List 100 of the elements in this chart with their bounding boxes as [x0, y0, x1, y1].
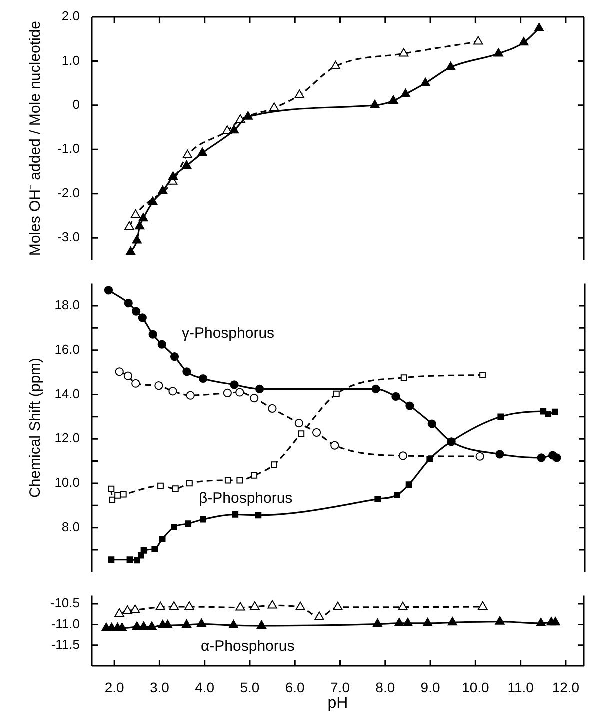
point: [132, 379, 140, 388]
point: [148, 330, 158, 339]
y-tick-label: 16.0: [54, 342, 80, 357]
point: [114, 492, 121, 499]
point: [312, 428, 322, 437]
x-tick-label: 2.0: [104, 679, 125, 696]
point: [186, 391, 195, 400]
point: [135, 221, 145, 230]
point: [552, 408, 558, 416]
point: [198, 374, 208, 384]
x-tick-label: 9.0: [420, 679, 440, 696]
point: [496, 450, 504, 459]
point: [545, 411, 552, 418]
point: [117, 622, 128, 632]
point: [480, 372, 486, 378]
point: [158, 340, 166, 349]
point: [388, 96, 398, 104]
point: [392, 392, 400, 402]
point: [156, 602, 166, 610]
point: [406, 402, 414, 410]
point: [114, 608, 124, 617]
point: [398, 602, 408, 610]
point: [536, 618, 546, 626]
point: [420, 78, 430, 86]
x-tick-label: 5.0: [240, 679, 260, 696]
point: [124, 372, 132, 380]
point: [537, 454, 546, 462]
y-tick-label: -3.0: [58, 230, 80, 245]
point: [400, 88, 411, 98]
point: [398, 452, 408, 460]
x-tick-label: 6.0: [285, 679, 306, 696]
point: [236, 477, 244, 484]
point: [476, 452, 484, 461]
point: [256, 620, 267, 629]
point: [185, 520, 192, 528]
point: [255, 512, 262, 519]
annotation: α-Phosphorus: [201, 638, 295, 656]
point: [372, 384, 380, 394]
point: [196, 618, 207, 628]
point: [494, 48, 504, 57]
point: [138, 314, 147, 322]
point: [229, 125, 240, 134]
point: [230, 380, 239, 390]
point: [184, 601, 194, 610]
point: [294, 90, 304, 98]
point: [108, 556, 115, 563]
point: [251, 472, 258, 479]
point: [140, 547, 148, 554]
point: [294, 419, 304, 428]
point: [224, 477, 232, 484]
point: [182, 368, 192, 376]
y-tick-label: 18.0: [54, 298, 80, 313]
point: [394, 618, 404, 626]
point: [158, 482, 164, 490]
point: [552, 454, 562, 462]
y-tick-label: 8.0: [62, 519, 80, 534]
annotation: γ-Phosphorus: [182, 325, 275, 342]
point: [270, 102, 280, 112]
point: [159, 536, 166, 542]
y-tick-label: 10.0: [54, 475, 80, 490]
y-tick-label: -10.5: [50, 596, 80, 611]
point: [126, 556, 134, 563]
point: [130, 210, 141, 218]
point: [333, 602, 343, 610]
point: [132, 307, 141, 316]
point: [446, 62, 456, 70]
point: [426, 456, 434, 462]
y-axis-title: Chemical Shift (ppm): [27, 358, 44, 498]
x-tick-label: 8.0: [376, 679, 396, 696]
point: [182, 150, 193, 158]
point: [182, 620, 192, 628]
point: [139, 622, 149, 630]
point: [104, 286, 114, 295]
point: [298, 430, 305, 437]
y-tick-label: 2.0: [62, 8, 80, 24]
point: [448, 617, 458, 626]
point: [406, 482, 412, 488]
point: [200, 516, 206, 523]
point: [130, 604, 140, 614]
point: [474, 36, 484, 45]
point: [172, 486, 179, 492]
y-tick-label: 1.0: [62, 52, 80, 68]
point: [124, 299, 133, 308]
point: [171, 524, 178, 530]
point: [108, 486, 115, 492]
point: [428, 420, 436, 428]
point: [182, 160, 192, 170]
point: [148, 196, 158, 206]
point: [271, 462, 278, 468]
point: [399, 48, 409, 57]
point: [168, 172, 178, 180]
point: [138, 213, 148, 222]
x-tick-label: 12.0: [552, 679, 580, 696]
y-tick-label: 14.0: [54, 386, 80, 402]
point: [223, 388, 232, 398]
point: [186, 480, 193, 487]
point: [126, 246, 136, 256]
point: [370, 100, 380, 108]
point: [228, 620, 239, 629]
x-tick-label: 10.0: [462, 679, 490, 696]
